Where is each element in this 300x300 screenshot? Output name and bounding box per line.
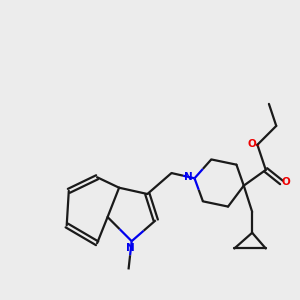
Text: O: O <box>248 139 257 149</box>
Text: O: O <box>282 178 291 188</box>
Text: N: N <box>126 243 134 253</box>
Text: N: N <box>184 172 193 182</box>
